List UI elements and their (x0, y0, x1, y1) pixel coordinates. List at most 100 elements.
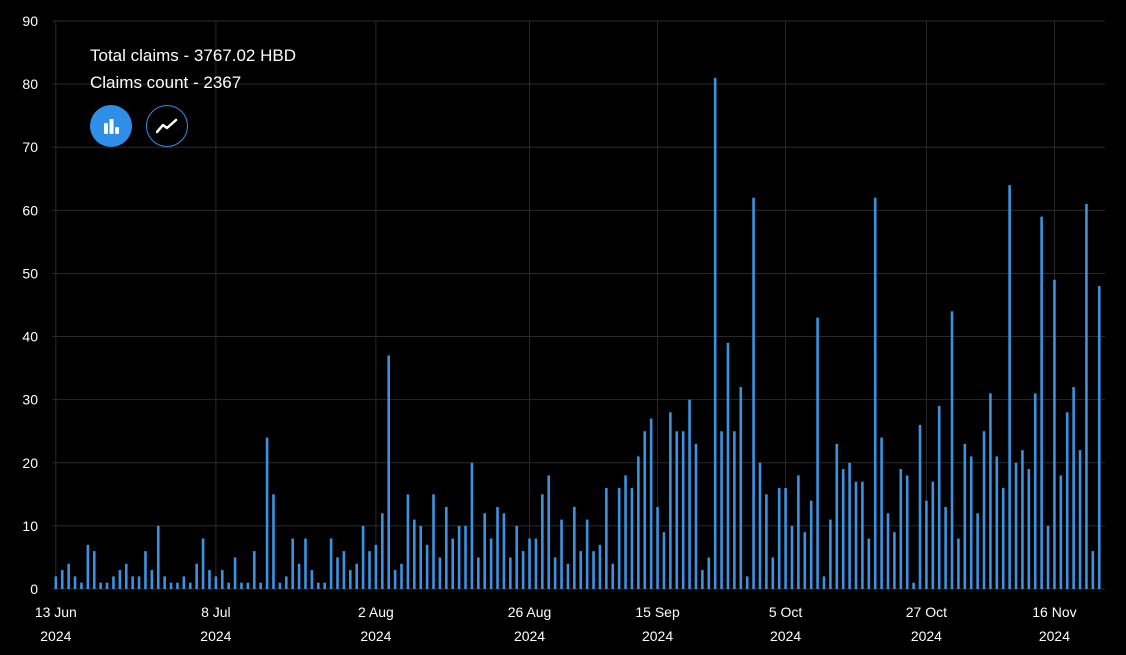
line-view-button[interactable] (146, 105, 188, 147)
bar (80, 582, 83, 589)
bar (803, 532, 807, 589)
bar (861, 481, 864, 589)
bar (1072, 387, 1075, 589)
x-tick-year-label: 2024 (360, 628, 391, 644)
bar (515, 525, 519, 589)
bar (1059, 475, 1063, 589)
bar (131, 576, 134, 589)
x-tick-label: 13 Jun (35, 604, 77, 620)
bar (201, 538, 205, 589)
bar (1001, 488, 1005, 589)
bar (329, 538, 333, 589)
bar (419, 525, 423, 589)
bar (867, 538, 871, 589)
bar (496, 506, 499, 589)
bar (950, 311, 954, 589)
bar (156, 525, 160, 589)
y-tick-label: 90 (22, 13, 38, 29)
bar (880, 437, 883, 589)
bar (688, 399, 691, 589)
x-tick-year-label: 2024 (40, 628, 71, 644)
bar (60, 570, 64, 589)
bar (918, 424, 922, 589)
bar (457, 525, 461, 589)
bar (323, 582, 326, 589)
bar (361, 525, 365, 589)
x-tick-label: 15 Sep (635, 604, 680, 620)
bar (1008, 185, 1011, 590)
bar (886, 513, 890, 589)
bar (656, 506, 659, 589)
x-axis: 13 Jun 2024 8 Jul 2024 2 Aug 2024 26 Aug 2024 15… (35, 604, 1077, 644)
bar (86, 544, 90, 589)
bar (1091, 551, 1095, 589)
bar (150, 570, 154, 589)
bar (1040, 216, 1043, 589)
x-tick-year-label: 2024 (1039, 628, 1070, 644)
bar (368, 551, 371, 589)
bar (969, 456, 973, 589)
bar (841, 469, 845, 589)
x-tick-label: 26 Aug (508, 604, 552, 620)
bar (931, 481, 935, 589)
bar (605, 488, 608, 589)
bar (637, 456, 640, 589)
bar (1021, 450, 1024, 589)
y-tick-label: 80 (22, 76, 38, 92)
bar-chart-icon (104, 119, 119, 134)
line-chart-icon (156, 118, 178, 134)
bar (284, 576, 288, 589)
bar (854, 481, 858, 589)
bar-view-button[interactable] (90, 105, 132, 147)
bar (521, 551, 525, 589)
y-tick-label: 10 (22, 518, 38, 534)
x-tick-label: 27 Oct (906, 604, 947, 620)
bar (393, 570, 397, 589)
bar (1053, 279, 1056, 589)
claims-summary: Total claims - 3767.02 HBD Claims count … (90, 42, 296, 96)
bar (220, 570, 224, 589)
bar (252, 551, 256, 589)
bar (54, 576, 58, 589)
bar (566, 563, 570, 589)
bar (944, 506, 947, 589)
bar (483, 513, 487, 589)
x-tick-year-label: 2024 (642, 628, 673, 644)
x-tick-year-label: 2024 (911, 628, 942, 644)
bar (118, 570, 122, 589)
bar (573, 506, 576, 589)
bar (592, 551, 595, 589)
bar (316, 582, 320, 589)
bar (195, 563, 198, 589)
y-tick-label: 40 (22, 329, 38, 345)
bar (400, 563, 403, 589)
bar (1065, 412, 1069, 589)
x-tick-year-label: 2024 (770, 628, 801, 644)
bar (720, 431, 723, 589)
y-tick-label: 50 (22, 265, 38, 281)
bar (822, 576, 826, 589)
bar (905, 475, 909, 589)
bar (278, 582, 282, 589)
bar (92, 551, 96, 589)
y-tick-label: 60 (22, 202, 38, 218)
bar (541, 494, 544, 589)
y-tick-label: 70 (22, 139, 38, 155)
x-tick-year-label: 2024 (200, 628, 231, 644)
x-tick-year-label: 2024 (514, 628, 545, 644)
bar (937, 405, 941, 589)
bar (1033, 393, 1037, 589)
bar (297, 563, 301, 589)
bar (669, 412, 672, 589)
bar (348, 570, 352, 589)
bar (893, 532, 896, 589)
bar (272, 494, 275, 589)
bar (585, 519, 589, 589)
bar (259, 582, 262, 589)
bar (227, 582, 230, 589)
y-axis: 0 10 20 30 40 50 60 70 80 90 (22, 13, 38, 597)
bar (848, 462, 851, 589)
bar (745, 576, 749, 589)
bar (784, 488, 787, 589)
